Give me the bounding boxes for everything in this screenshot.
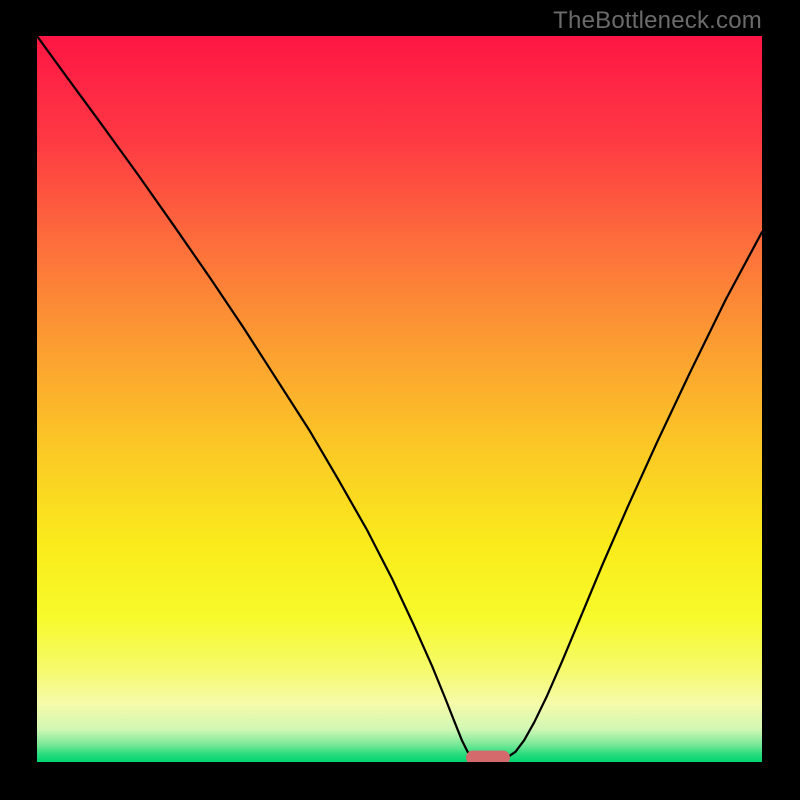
plot-area: [37, 36, 762, 762]
watermark-text: TheBottleneck.com: [553, 7, 762, 35]
bottom-marker-pill: [466, 751, 510, 762]
chart-canvas: TheBottleneck.com: [0, 0, 800, 800]
gradient-background: [37, 36, 762, 762]
plot-svg: [37, 36, 762, 762]
